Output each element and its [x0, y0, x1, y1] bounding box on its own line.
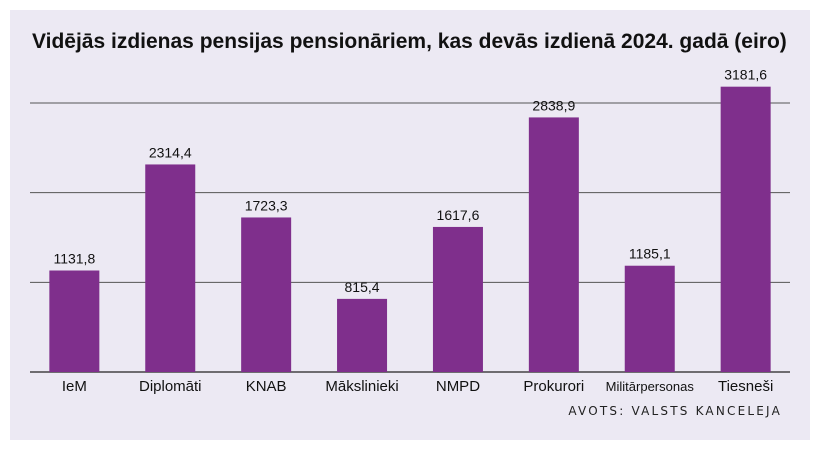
- value-label-6: 1185,1: [629, 246, 671, 262]
- category-label-5: Prokurori: [523, 378, 584, 395]
- value-label-7: 3181,6: [724, 67, 767, 83]
- bar-7: [720, 86, 771, 373]
- bar-1: [145, 164, 196, 372]
- value-label-1: 2314,4: [149, 144, 192, 160]
- category-label-3: Mākslinieki: [325, 378, 398, 395]
- chart-title: Vidējās izdienas pensijas pensionāriem, …: [32, 30, 787, 53]
- bar-5: [528, 117, 579, 373]
- category-label-0: IeM: [62, 378, 87, 395]
- bar-6: [624, 265, 675, 372]
- bar-4: [432, 226, 483, 372]
- chart-panel: [10, 10, 810, 440]
- bar-0: [49, 270, 100, 372]
- source-note: AVOTS: VALSTS KANCELEJA: [568, 404, 782, 418]
- value-label-5: 2838,9: [532, 97, 575, 113]
- category-label-7: Tiesneši: [718, 378, 773, 395]
- bar-2: [241, 217, 292, 372]
- bar-3: [337, 298, 388, 372]
- category-label-4: NMPD: [436, 378, 480, 395]
- value-label-3: 815,4: [345, 279, 380, 295]
- category-label-1: Diplomāti: [139, 378, 202, 395]
- value-label-4: 1617,6: [437, 207, 480, 223]
- category-label-6: Militārpersonas: [606, 379, 695, 394]
- category-label-2: KNAB: [246, 378, 287, 395]
- value-label-2: 1723,3: [245, 197, 288, 213]
- value-label-0: 1131,8: [53, 251, 95, 267]
